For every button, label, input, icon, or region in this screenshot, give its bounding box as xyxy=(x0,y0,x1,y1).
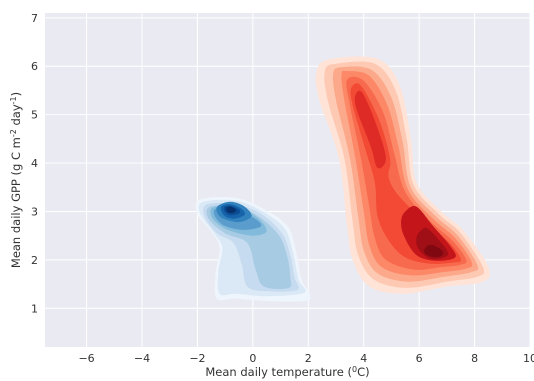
reds-density-series xyxy=(315,56,490,294)
x-tick-label: 10 xyxy=(523,352,534,365)
y-tick-labels: 1 2 3 4 5 6 7 xyxy=(31,12,38,315)
y-tick-label: 7 xyxy=(31,12,38,25)
x-tick-label: −4 xyxy=(134,352,150,365)
x-tick-label: 0 xyxy=(249,352,256,365)
x-tick-label: −2 xyxy=(189,352,205,365)
y-tick-label: 4 xyxy=(31,157,38,170)
blues-density-series xyxy=(195,196,311,302)
y-tick-label: 3 xyxy=(31,205,38,218)
x-tick-labels: −6 −4 −2 0 2 4 6 8 10 xyxy=(78,352,534,365)
x-tick-label: 8 xyxy=(471,352,478,365)
density-contours xyxy=(195,56,490,302)
x-axis-label: Mean daily temperature (0C) xyxy=(205,365,369,380)
x-tick-label: −6 xyxy=(78,352,94,365)
x-tick-label: 2 xyxy=(305,352,312,365)
y-tick-label: 1 xyxy=(31,302,38,315)
y-tick-label: 2 xyxy=(31,254,38,267)
contour-level-7 xyxy=(354,90,386,169)
contour-level-10 xyxy=(226,206,236,214)
y-axis-label: Mean daily GPP (g C m-2 day-1) xyxy=(9,92,24,268)
contour-level-10 xyxy=(424,245,444,258)
y-tick-label: 6 xyxy=(31,60,38,73)
x-tick-label: 4 xyxy=(360,352,367,365)
x-tick-label: 6 xyxy=(416,352,423,365)
contour-level-6 xyxy=(350,83,461,264)
y-tick-label: 5 xyxy=(31,109,38,122)
